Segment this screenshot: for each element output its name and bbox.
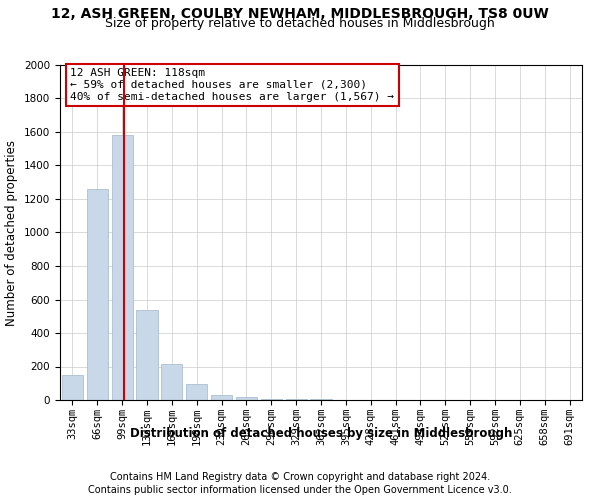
Bar (87, 189, 108, 400)
Bar (261, 398, 282, 400)
Bar (136, 310, 158, 400)
Y-axis label: Number of detached properties: Number of detached properties (5, 140, 19, 326)
Text: Contains public sector information licensed under the Open Government Licence v3: Contains public sector information licen… (88, 485, 512, 495)
Text: Distribution of detached houses by size in Middlesbrough: Distribution of detached houses by size … (130, 428, 512, 440)
Bar (62, 375, 83, 400)
Text: Size of property relative to detached houses in Middlesbrough: Size of property relative to detached ho… (105, 18, 495, 30)
Text: 12 ASH GREEN: 118sqm
← 59% of detached houses are smaller (2,300)
40% of semi-de: 12 ASH GREEN: 118sqm ← 59% of detached h… (70, 68, 394, 102)
Bar (211, 395, 232, 400)
Text: Contains HM Land Registry data © Crown copyright and database right 2024.: Contains HM Land Registry data © Crown c… (110, 472, 490, 482)
Bar (286, 399, 307, 400)
Bar (186, 384, 207, 400)
Bar (236, 398, 257, 400)
Bar (112, 136, 133, 400)
Bar (161, 364, 182, 400)
Text: 12, ASH GREEN, COULBY NEWHAM, MIDDLESBROUGH, TS8 0UW: 12, ASH GREEN, COULBY NEWHAM, MIDDLESBRO… (51, 8, 549, 22)
